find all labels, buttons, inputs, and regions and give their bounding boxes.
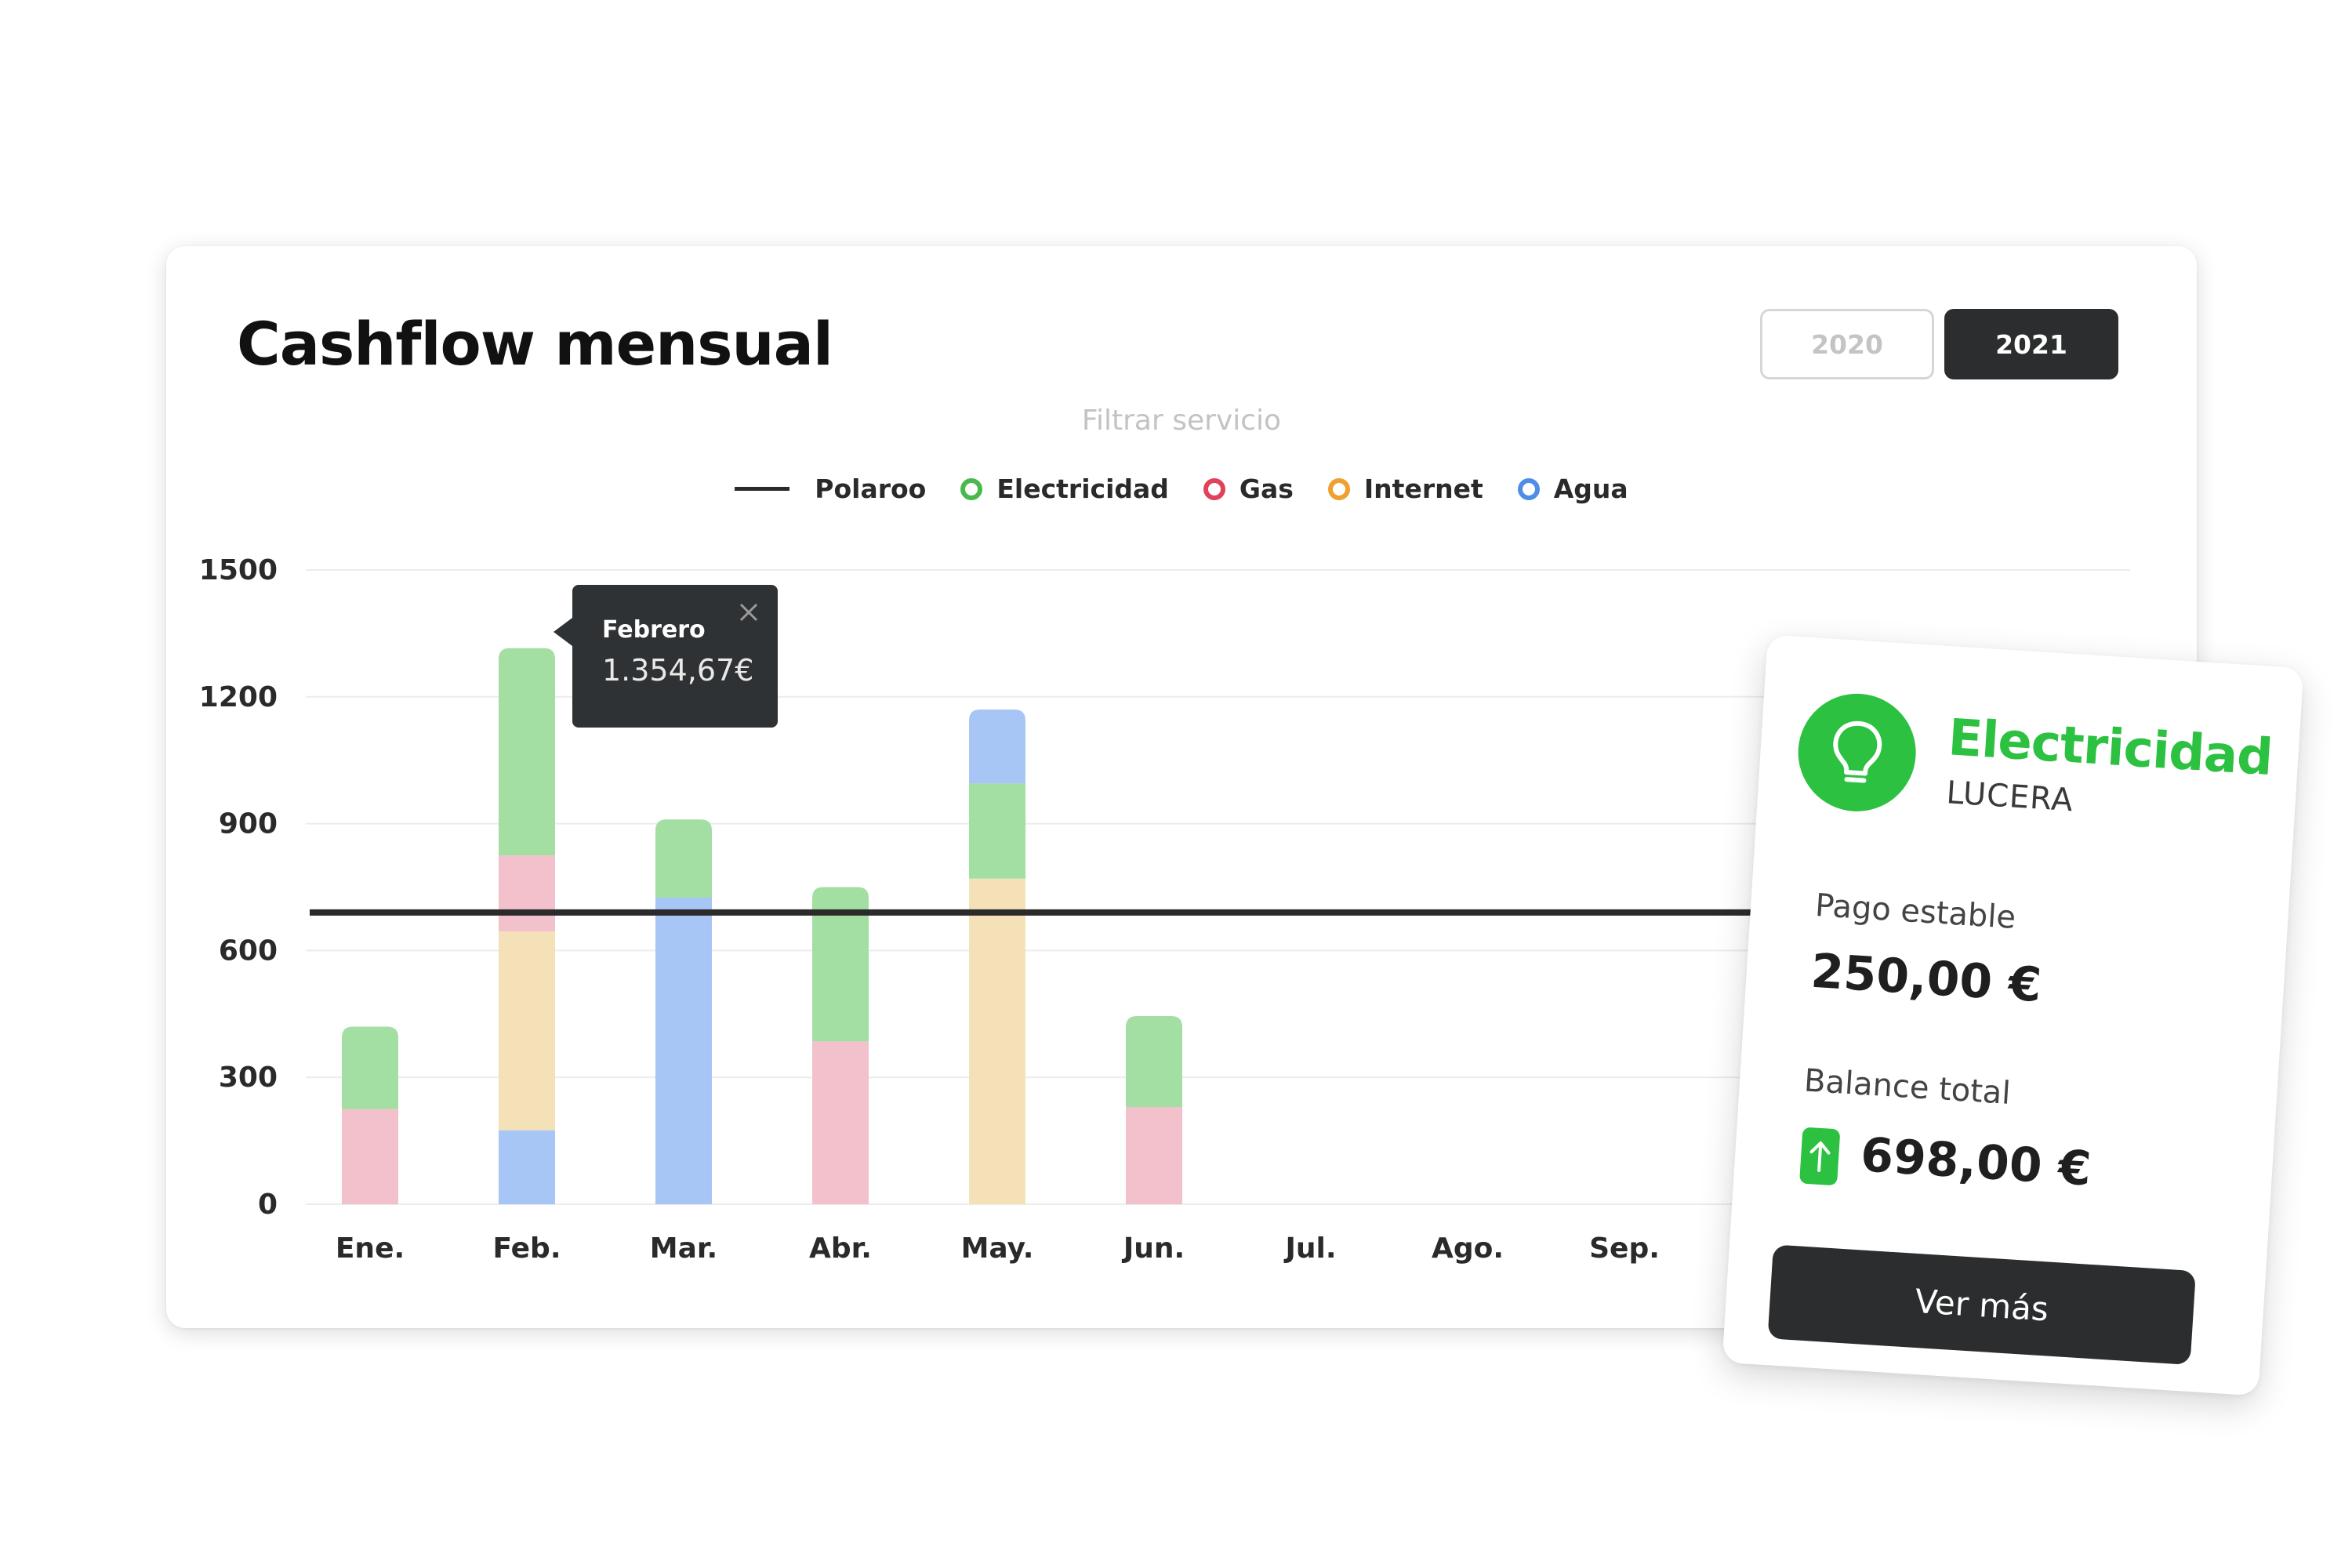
service-name: Electricidad: [1946, 709, 2274, 788]
bar-segment: [499, 931, 555, 1131]
bar-segment: [342, 1026, 398, 1109]
arrow-up-icon: [1799, 1127, 1841, 1186]
close-icon[interactable]: [737, 601, 760, 624]
service-provider: LUCERA: [1945, 775, 2075, 819]
year-2021-button[interactable]: 2021: [1944, 309, 2118, 379]
y-tick-label: 0: [258, 1189, 278, 1221]
ring-swatch-icon: [1327, 477, 1350, 500]
bar-segment: [499, 855, 555, 932]
x-tick-label: Ene.: [336, 1232, 405, 1265]
bar-segment: [342, 1109, 398, 1204]
total-balance-value: 698,00 €: [1859, 1127, 2093, 1197]
legend-label: Electricidad: [996, 474, 1169, 504]
legend-item-electricidad[interactable]: Electricidad: [960, 474, 1169, 504]
legend-item-agua[interactable]: Agua: [1517, 474, 1628, 504]
x-tick-label: May.: [961, 1232, 1034, 1265]
bar-segment: [1126, 1015, 1182, 1107]
chart-tooltip: Febrero 1.354,67€: [554, 585, 778, 728]
x-tick-label: Sep.: [1589, 1232, 1660, 1265]
bar-segment: [969, 878, 1025, 1204]
x-tick-label: Jul.: [1283, 1232, 1336, 1265]
legend-item-internet[interactable]: Internet: [1327, 474, 1483, 504]
lightbulb-icon: [1795, 690, 1920, 815]
ring-swatch-icon: [1203, 477, 1225, 500]
legend-label: Polaroo: [815, 474, 927, 504]
y-tick-label: 1500: [199, 554, 278, 586]
ring-swatch-icon: [1517, 477, 1540, 500]
see-more-button[interactable]: Ver más: [1767, 1244, 2196, 1366]
filter-service-link[interactable]: Filtrar servicio: [1081, 405, 1282, 437]
year-2020-button[interactable]: 2020: [1760, 309, 1934, 379]
legend-label: Gas: [1239, 474, 1294, 504]
line-swatch-icon: [735, 487, 790, 491]
bar-segment: [969, 783, 1025, 879]
bar-segment: [499, 648, 555, 856]
y-tick-label: 300: [219, 1062, 278, 1094]
bar-segment: [1126, 1106, 1182, 1204]
bar-segment: [499, 1130, 555, 1204]
service-card: Electricidad LUCERA Pago estable 250,00 …: [1722, 634, 2304, 1396]
tooltip-value: 1.354,67€: [602, 653, 754, 688]
y-tick-label: 600: [219, 935, 278, 967]
page-title: Cashflow mensual: [237, 309, 833, 379]
legend-item-polaroo[interactable]: Polaroo: [735, 474, 926, 504]
bar-segment: [812, 1041, 869, 1204]
x-tick-label: Ago.: [1432, 1232, 1504, 1265]
bar-segment: [655, 897, 712, 1204]
legend-item-gas[interactable]: Gas: [1203, 474, 1294, 504]
bar-segment: [655, 819, 712, 898]
chart-legend: Polaroo Electricidad Gas Internet Agua: [166, 474, 2197, 504]
x-tick-label: Jun.: [1121, 1232, 1185, 1265]
stable-payment-value: 250,00 €: [1809, 943, 2043, 1014]
legend-label: Internet: [1363, 474, 1483, 504]
stable-payment-label: Pago estable: [1813, 887, 2017, 936]
total-balance-label: Balance total: [1802, 1062, 2012, 1112]
bar-segment: [812, 887, 869, 1042]
x-tick-label: Mar.: [650, 1232, 717, 1265]
y-tick-label: 900: [219, 808, 278, 840]
x-tick-label: Feb.: [493, 1232, 561, 1265]
legend-label: Agua: [1553, 474, 1628, 504]
bar-segment: [969, 709, 1025, 784]
y-tick-label: 1200: [199, 681, 278, 713]
x-tick-label: Abr.: [809, 1232, 872, 1265]
tooltip-title: Febrero: [602, 616, 706, 644]
ring-swatch-icon: [960, 477, 983, 500]
cashflow-chart: 0 300 600 900 1200 1500 Ene. Feb. Mar. Abr. May. Ju…: [199, 554, 2130, 1265]
